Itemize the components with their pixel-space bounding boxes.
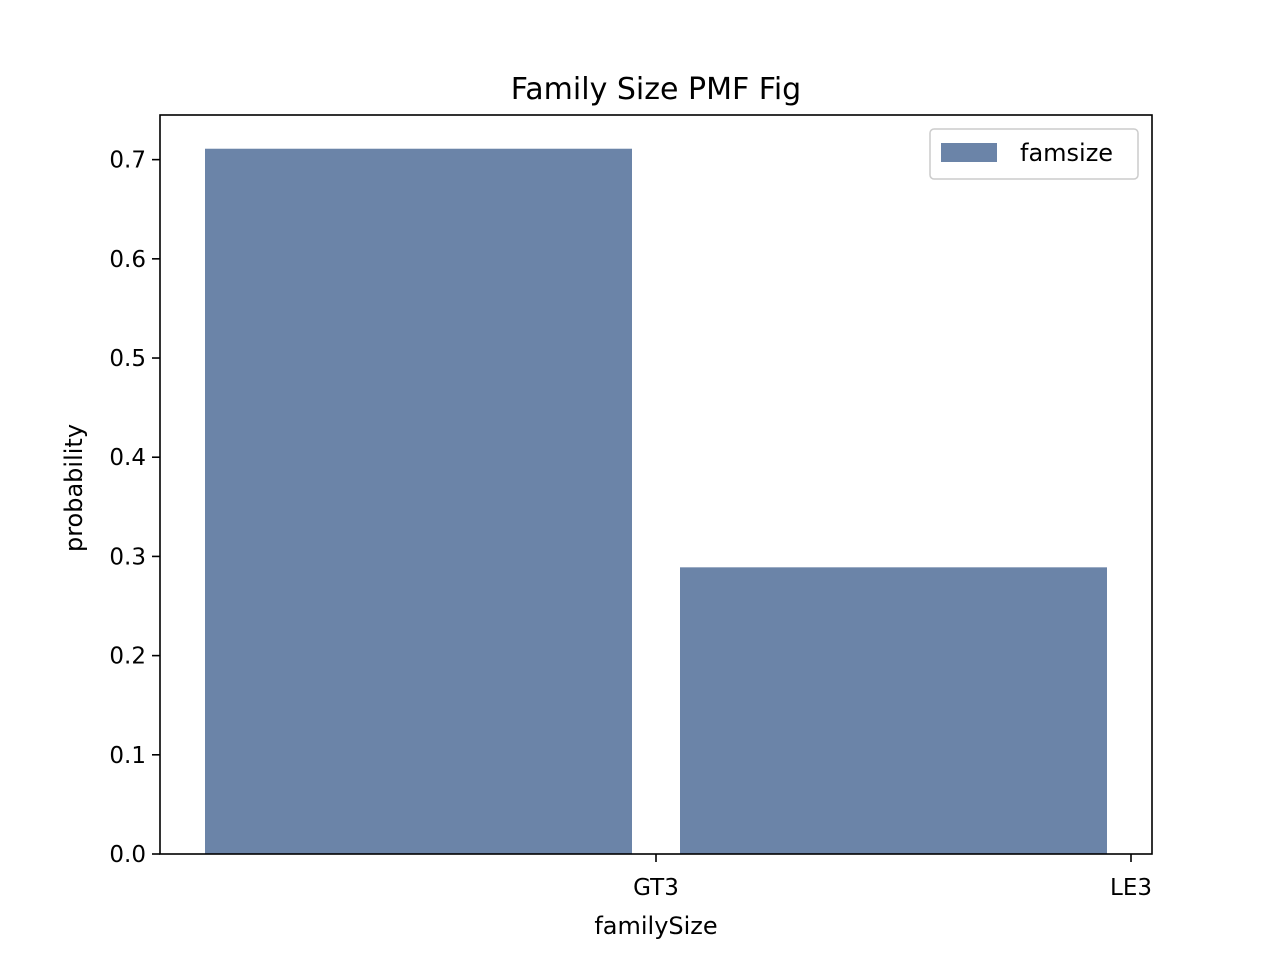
y-tick-label: 0.2 [109, 644, 146, 670]
y-tick-label: 0.4 [109, 445, 146, 471]
y-tick-label: 0.6 [109, 247, 146, 273]
legend: famsize [929, 128, 1139, 180]
y-tick-label: 0.1 [109, 743, 146, 769]
bars-layer [205, 148, 1107, 854]
y-tick-label: 0.7 [109, 148, 146, 174]
y-axis-label: probability [60, 424, 88, 552]
y-tick-label: 0.5 [109, 346, 146, 372]
x-tick-label-le3: LE3 [1110, 875, 1152, 901]
bar-gt3 [205, 148, 632, 854]
legend-label: famsize [1020, 139, 1113, 167]
x-tick-label-gt3: GT3 [633, 875, 679, 901]
x-axis-label: familySize [594, 912, 717, 940]
legend-frame [929, 128, 1139, 180]
bar-le3 [680, 567, 1107, 854]
chart-title: Family Size PMF Fig [511, 72, 801, 107]
x-axis: GT3 LE3 [633, 854, 1152, 901]
y-axis: 0.0 0.1 0.2 0.3 0.4 0.5 0.6 0.7 [109, 148, 160, 868]
y-tick-label: 0.3 [109, 544, 146, 570]
legend-swatch [941, 143, 997, 162]
y-tick-label: 0.0 [109, 842, 146, 868]
